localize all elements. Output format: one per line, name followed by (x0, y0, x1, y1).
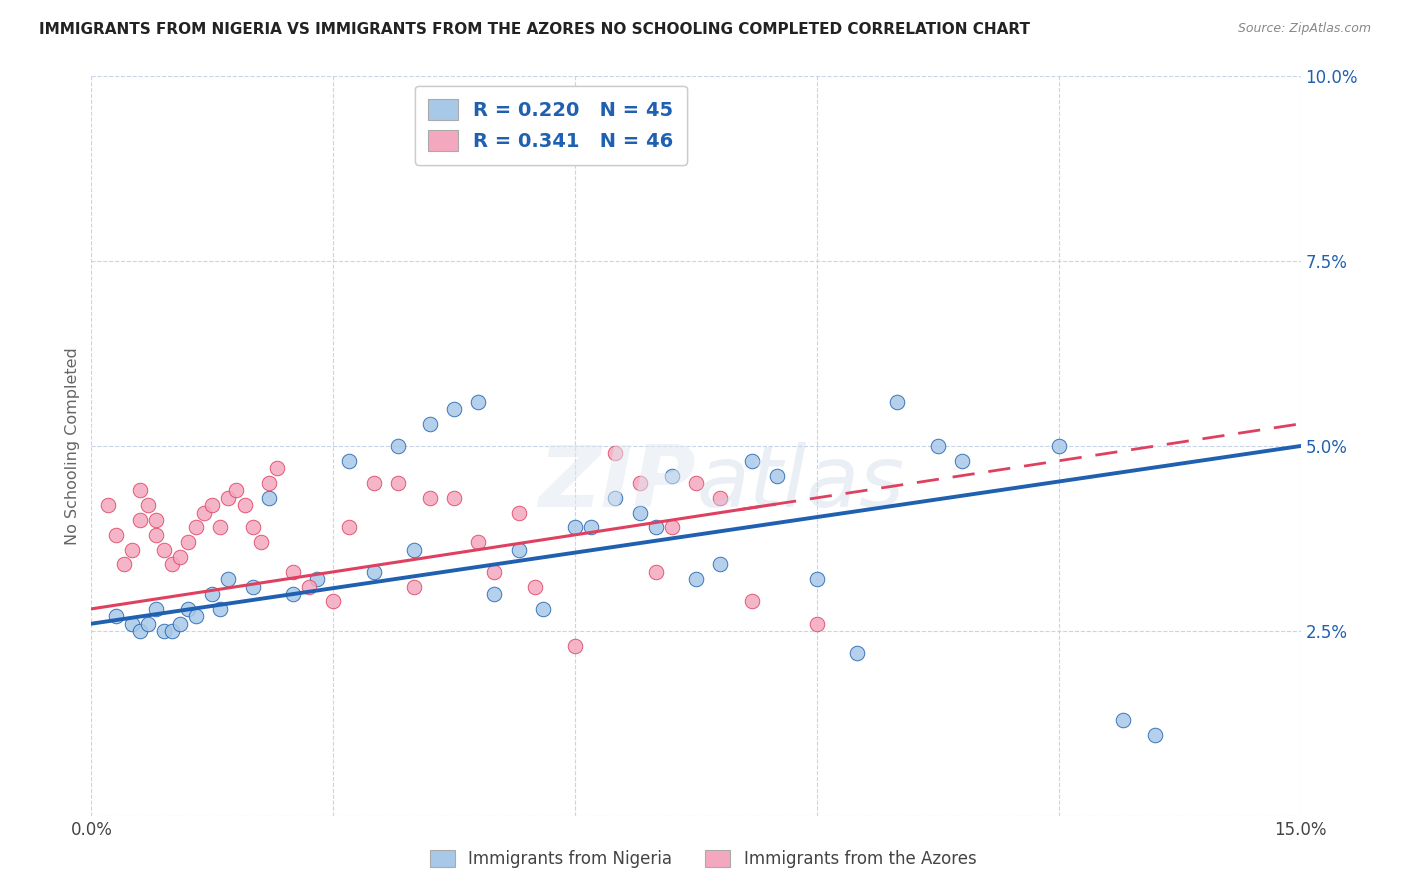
Point (145, 602, 167, 616)
Point (249, 535, 271, 549)
Point (257, 491, 280, 505)
Point (337, 454, 360, 468)
Point (564, 639, 586, 653)
Point (508, 542, 530, 557)
Y-axis label: No Schooling Completed: No Schooling Completed (65, 347, 80, 545)
Point (806, 572, 828, 586)
Point (128, 513, 150, 527)
Point (661, 468, 683, 483)
Point (387, 476, 409, 491)
Point (209, 602, 232, 616)
Point (765, 468, 787, 483)
Point (186, 609, 208, 624)
Point (467, 535, 489, 549)
Point (846, 646, 869, 660)
Point (201, 498, 224, 512)
Point (402, 542, 425, 557)
Point (484, 565, 506, 579)
Text: IMMIGRANTS FROM NIGERIA VS IMMIGRANTS FROM THE AZORES NO SCHOOLING COMPLETED COR: IMMIGRANTS FROM NIGERIA VS IMMIGRANTS FR… (39, 22, 1031, 37)
Point (1112, 713, 1135, 727)
Point (741, 594, 763, 608)
Point (177, 602, 200, 616)
Point (741, 454, 763, 468)
Point (128, 624, 150, 639)
Point (579, 520, 602, 534)
Point (112, 558, 135, 572)
Point (160, 558, 183, 572)
Point (605, 446, 627, 460)
Point (104, 528, 127, 542)
Point (104, 609, 127, 624)
Point (927, 439, 949, 453)
Point (281, 565, 304, 579)
Point (685, 572, 707, 586)
Point (443, 401, 465, 416)
Point (242, 580, 264, 594)
Point (257, 476, 280, 491)
Point (685, 476, 707, 491)
Point (337, 520, 360, 534)
Point (136, 498, 159, 512)
Point (806, 616, 828, 631)
Point (644, 565, 666, 579)
Point (709, 558, 731, 572)
Point (177, 535, 200, 549)
Point (281, 587, 304, 601)
Point (145, 513, 167, 527)
Point (193, 506, 215, 520)
Point (121, 542, 143, 557)
Point (1047, 439, 1070, 453)
Point (709, 491, 731, 505)
Point (886, 394, 908, 409)
Point (145, 528, 167, 542)
Text: atlas: atlas (696, 442, 904, 524)
Point (186, 520, 208, 534)
Point (201, 587, 224, 601)
Point (298, 580, 321, 594)
Point (160, 624, 183, 639)
Point (209, 520, 232, 534)
Point (233, 498, 256, 512)
Legend: Immigrants from Nigeria, Immigrants from the Azores: Immigrants from Nigeria, Immigrants from… (423, 843, 983, 875)
Point (564, 520, 586, 534)
Point (169, 616, 191, 631)
Point (136, 616, 159, 631)
Point (242, 520, 264, 534)
Point (217, 572, 239, 586)
Point (363, 565, 385, 579)
Point (523, 580, 546, 594)
Point (605, 491, 627, 505)
Point (153, 542, 176, 557)
Text: ZIP: ZIP (538, 442, 696, 524)
Point (322, 594, 344, 608)
Point (531, 602, 554, 616)
Point (121, 616, 143, 631)
Point (387, 439, 409, 453)
Point (1144, 728, 1167, 742)
Legend: R = 0.220   N = 45, R = 0.341   N = 46: R = 0.220 N = 45, R = 0.341 N = 46 (415, 86, 688, 165)
Point (419, 491, 441, 505)
Point (467, 394, 489, 409)
Point (363, 476, 385, 491)
Point (508, 506, 530, 520)
Point (661, 520, 683, 534)
Point (169, 549, 191, 565)
Point (402, 580, 425, 594)
Point (950, 454, 973, 468)
Point (225, 483, 247, 498)
Point (628, 506, 651, 520)
Point (484, 587, 506, 601)
Point (128, 483, 150, 498)
Text: Source: ZipAtlas.com: Source: ZipAtlas.com (1237, 22, 1371, 36)
Point (628, 476, 651, 491)
Point (96, 498, 118, 512)
Point (307, 572, 329, 586)
Point (644, 520, 666, 534)
Point (443, 491, 465, 505)
Point (153, 624, 176, 639)
Point (419, 417, 441, 431)
Point (217, 491, 239, 505)
Point (266, 461, 288, 475)
